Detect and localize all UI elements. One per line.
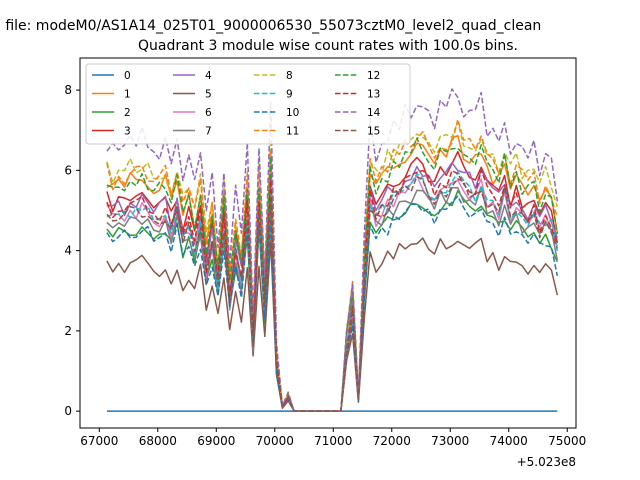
series-line-10 [106, 195, 559, 412]
legend-label-0: 0 [124, 70, 131, 82]
x-tick-label: 68000 [139, 434, 177, 448]
legend-label-11: 11 [286, 126, 299, 138]
x-tick-label: 74000 [490, 434, 528, 448]
y-tick-label: 8 [64, 83, 72, 97]
legend-label-4: 4 [205, 70, 212, 82]
series-line-14 [106, 88, 559, 412]
series-lines [106, 88, 559, 412]
x-axis: 67000 68000 69000 70000 71000 72000 73000 74000… [80, 428, 586, 448]
legend-label-7: 7 [205, 126, 212, 138]
chart-title: Quadrant 3 module wise count rates with … [138, 38, 518, 54]
y-tick-label: 4 [64, 244, 72, 258]
legend-label-8: 8 [286, 70, 293, 82]
series-line-13 [106, 169, 559, 412]
axes-frame [79, 57, 577, 429]
legend-label-10: 10 [286, 107, 299, 119]
legend-label-6: 6 [205, 107, 212, 119]
x-tick-label: 67000 [80, 434, 118, 448]
legend-label-15: 15 [367, 126, 380, 138]
x-tick-label: 75000 [548, 434, 586, 448]
legend-label-3: 3 [124, 126, 131, 138]
legend-label-5: 5 [205, 89, 212, 101]
x-tick-label: 71000 [314, 434, 352, 448]
x-tick-label: 73000 [431, 434, 469, 448]
legend-label-1: 1 [124, 89, 131, 101]
y-tick-label: 0 [64, 404, 72, 418]
series-line-15 [106, 175, 559, 412]
legend-label-14: 14 [367, 107, 381, 119]
x-tick-label: 70000 [256, 434, 294, 448]
x-tick-label: 72000 [373, 434, 411, 448]
y-axis: 0 2 4 6 8 [64, 83, 80, 418]
x-offset-label: +5.023e8 [517, 455, 576, 469]
legend-label-13: 13 [367, 89, 380, 101]
y-tick-label: 2 [64, 324, 72, 338]
legend-label-2: 2 [124, 107, 131, 119]
x-tick-label: 69000 [197, 434, 235, 448]
legend-label-12: 12 [367, 70, 380, 82]
legend-label-9: 9 [286, 89, 293, 101]
y-tick-label: 6 [64, 163, 72, 177]
legend-frame [85, 63, 411, 145]
figure-suptitle: n file: modeM0/AS1A14_025T01_9000006530_… [0, 18, 541, 34]
plot-area: 67000 68000 69000 70000 71000 72000 73000 74000… [64, 57, 586, 469]
